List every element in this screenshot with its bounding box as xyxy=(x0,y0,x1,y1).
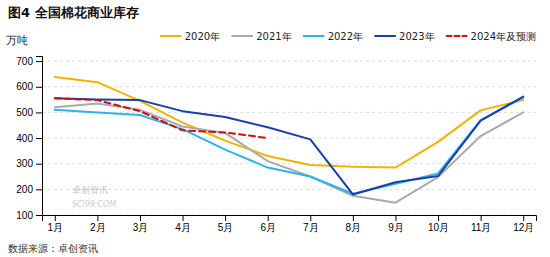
legend-label: 2022年 xyxy=(328,31,363,42)
x-tick: 11月 xyxy=(471,215,491,233)
y-tick-mark xyxy=(36,138,42,139)
x-tick: 3月 xyxy=(133,215,149,233)
x-tick-mark xyxy=(395,215,396,221)
x-tick: 6月 xyxy=(260,215,276,233)
legend: 2020年 2021年 2022年 2023年 2024年及预测 xyxy=(161,31,536,42)
x-tick: 8月 xyxy=(346,215,362,233)
y-tick-mark xyxy=(36,164,42,165)
y-tick-label: 500 xyxy=(16,107,33,118)
legend-item: 2021年 xyxy=(232,31,291,42)
y-tick: 700 xyxy=(16,56,42,67)
y-tick-mark xyxy=(36,189,42,190)
lines xyxy=(55,77,523,203)
y-tick: 300 xyxy=(16,158,42,169)
x-tick-mark xyxy=(438,215,439,221)
x-tick: 10月 xyxy=(428,215,449,233)
legend-label: 2024年及预测 xyxy=(471,31,536,42)
x-tick-label: 4月 xyxy=(175,222,191,233)
x-tick-label: 10月 xyxy=(428,222,449,233)
x-tick-mark xyxy=(140,215,141,221)
grid-line xyxy=(42,138,536,139)
x-tick: 4月 xyxy=(175,215,191,233)
y-tick-mark xyxy=(36,61,42,62)
x-tick-label: 12月 xyxy=(513,222,534,233)
grid xyxy=(42,61,536,215)
x-tick-label: 3月 xyxy=(133,222,149,233)
y-tick-mark xyxy=(36,112,42,113)
x-tick-label: 11月 xyxy=(471,222,491,233)
x-tick-label: 2月 xyxy=(90,222,106,233)
x-tick-mark xyxy=(268,215,269,221)
y-tick-label: 400 xyxy=(16,133,33,144)
x-tick-mark xyxy=(481,215,482,221)
x-axis: 1月 2月 3月 4月 5月 6月 7月 8月 9月 10月 11月 12月 xyxy=(43,215,537,233)
x-tick-label: 8月 xyxy=(346,222,362,233)
chart: 图4 全国棉花商业库存 1月 2月 3月 4月 5月 6月 7月 8月 9月 10月 11月 12月 10… xyxy=(0,0,550,257)
y-tick-label: 300 xyxy=(16,158,33,169)
y-tick-mark xyxy=(36,87,42,88)
y-tick: 200 xyxy=(16,184,42,195)
series-line xyxy=(55,103,523,202)
legend-swatch xyxy=(161,35,181,37)
watermark: SCI99.COM xyxy=(72,200,117,209)
plot: 1月 2月 3月 4月 5月 6月 7月 8月 9月 10月 11月 12月 100 200 300 400 5… xyxy=(16,56,536,233)
x-tick: 5月 xyxy=(218,215,234,233)
x-tick: 7月 xyxy=(303,215,319,233)
y-axis-line xyxy=(36,57,43,216)
legend-label: 2023年 xyxy=(399,31,434,42)
x-tick-mark xyxy=(97,215,98,221)
grid-line xyxy=(42,61,536,62)
legend-item: 2022年 xyxy=(304,31,363,42)
footnote: 数据来源：卓创资讯 xyxy=(8,243,98,254)
x-tick: 9月 xyxy=(388,215,404,233)
legend-item: 2024年及预测 xyxy=(447,31,536,42)
x-tick-mark xyxy=(353,215,354,221)
x-tick-label: 1月 xyxy=(47,222,63,233)
y-axis: 100 200 300 400 500 600 700 xyxy=(16,56,42,221)
x-axis-line xyxy=(43,216,537,222)
y-tick: 600 xyxy=(16,81,42,92)
watermark: 卓创资讯 xyxy=(72,185,108,195)
x-tick: 12月 xyxy=(513,215,534,233)
y-tick-mark xyxy=(36,215,42,216)
x-tick-mark xyxy=(225,215,226,221)
x-tick-mark xyxy=(523,215,524,221)
grid-line xyxy=(42,189,536,190)
x-tick-mark xyxy=(310,215,311,221)
legend-swatch xyxy=(447,35,467,37)
x-tick-mark xyxy=(55,215,56,221)
legend-item: 2020年 xyxy=(161,31,220,42)
grid-line xyxy=(42,163,536,164)
y-tick-label: 700 xyxy=(16,56,33,67)
series-line xyxy=(55,98,523,194)
title: 图4 全国棉花商业库存 xyxy=(8,5,139,20)
x-tick: 2月 xyxy=(90,215,106,233)
legend-swatch xyxy=(375,35,395,37)
x-tick: 1月 xyxy=(47,215,63,233)
y-tick: 100 xyxy=(16,210,42,221)
y-tick: 500 xyxy=(16,107,42,118)
x-tick-label: 5月 xyxy=(218,222,234,233)
y-axis-title: 万吨 xyxy=(6,34,28,47)
legend-item: 2023年 xyxy=(375,31,434,42)
x-tick-label: 7月 xyxy=(303,222,319,233)
y-tick-label: 100 xyxy=(16,210,33,221)
legend-swatch xyxy=(304,35,324,37)
legend-swatch xyxy=(232,35,252,37)
y-tick: 400 xyxy=(16,133,42,144)
x-tick-label: 6月 xyxy=(260,222,276,233)
series-line xyxy=(55,98,268,138)
series-line xyxy=(55,97,523,195)
grid-line xyxy=(42,86,536,87)
y-tick-label: 600 xyxy=(16,81,33,92)
x-tick-label: 9月 xyxy=(388,222,404,233)
y-tick-label: 200 xyxy=(16,184,33,195)
x-tick-mark xyxy=(183,215,184,221)
legend-label: 2021年 xyxy=(256,31,291,42)
legend-label: 2020年 xyxy=(185,31,220,42)
